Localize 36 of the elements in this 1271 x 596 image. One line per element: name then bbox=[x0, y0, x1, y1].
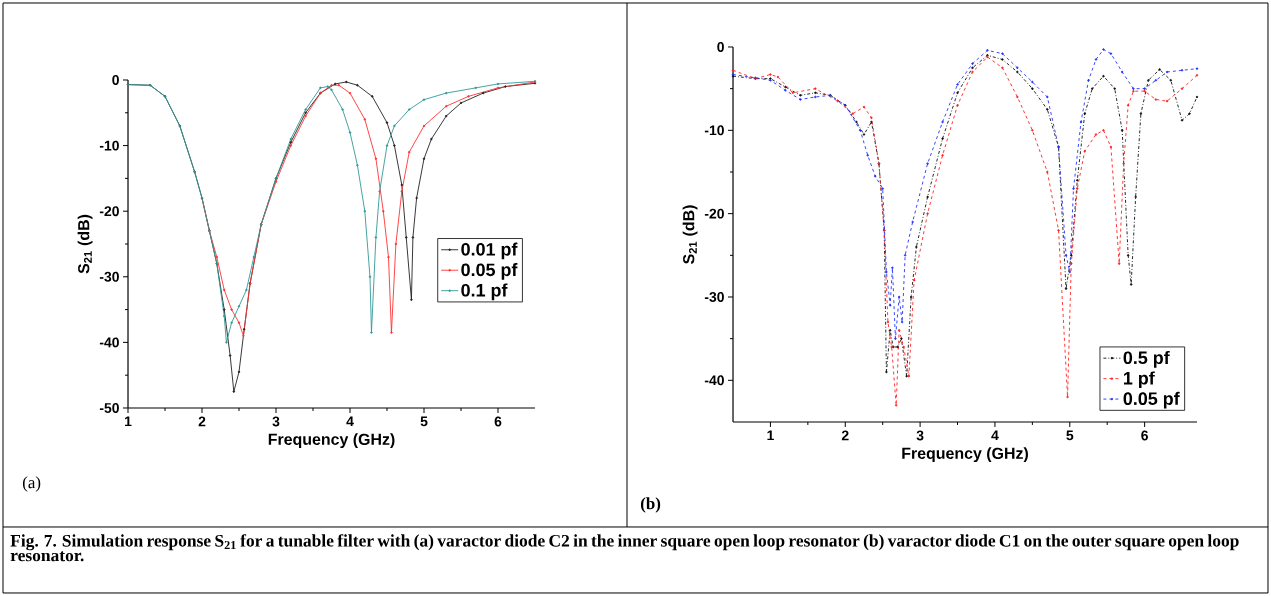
x-tick-label: 3 bbox=[916, 430, 924, 441]
y-tick-label: 0 bbox=[717, 42, 724, 52]
y-tick-label: -30 bbox=[704, 292, 724, 302]
y-axis-title: S$_{21}$ (dB) bbox=[682, 205, 698, 264]
x-tick-label: 4 bbox=[991, 430, 999, 441]
y-tick-label: -10 bbox=[704, 125, 724, 136]
y-tick-label: -40 bbox=[704, 375, 724, 386]
x-tick-label: 2 bbox=[198, 416, 206, 427]
legend-label: 0.01 pf bbox=[461, 242, 518, 260]
x-axis-title: Frequency (GHz) bbox=[902, 447, 1028, 463]
legend-label: 0.05 pf bbox=[1123, 391, 1180, 409]
text: Fig. 7. Simulation response S$_{21}$ for a tunable filter with (a) varactor diode C2 in the inner square open loop resonator (b) varactor diode C1 on the outer square open loop resonator. bbox=[10, 534, 1239, 562]
y-tick-label: 0 bbox=[112, 75, 119, 85]
legend-label: 0.1 pf bbox=[461, 283, 508, 301]
x-tick-label: 5 bbox=[1066, 430, 1074, 441]
y-axis-title: S$_{21}$ (dB) bbox=[77, 214, 93, 274]
x-tick-label: 3 bbox=[272, 416, 280, 427]
legend-label: 0.5 pf bbox=[1123, 350, 1170, 368]
legend-label: 1 pf bbox=[1123, 371, 1155, 389]
x-tick-label: 1 bbox=[767, 430, 774, 441]
y-tick-label: -30 bbox=[99, 271, 119, 282]
legend-label: 0.05 pf bbox=[461, 262, 518, 280]
x-tick-label: 6 bbox=[1141, 430, 1148, 441]
y-tick-label: -20 bbox=[704, 208, 724, 219]
text: (a) bbox=[22, 476, 41, 492]
y-tick-label: -40 bbox=[99, 337, 119, 348]
text: (b) bbox=[640, 497, 661, 513]
y-tick-label: -10 bbox=[99, 140, 119, 151]
y-tick-label: -50 bbox=[99, 403, 119, 413]
x-tick-label: 5 bbox=[420, 416, 428, 427]
y-tick-label: -20 bbox=[99, 206, 119, 217]
x-axis-title: Frequency (GHz) bbox=[268, 433, 395, 449]
x-tick-label: 6 bbox=[494, 416, 502, 427]
x-tick-label: 1 bbox=[125, 416, 132, 427]
x-tick-label: 4 bbox=[346, 416, 354, 427]
x-tick-label: 2 bbox=[841, 430, 849, 441]
